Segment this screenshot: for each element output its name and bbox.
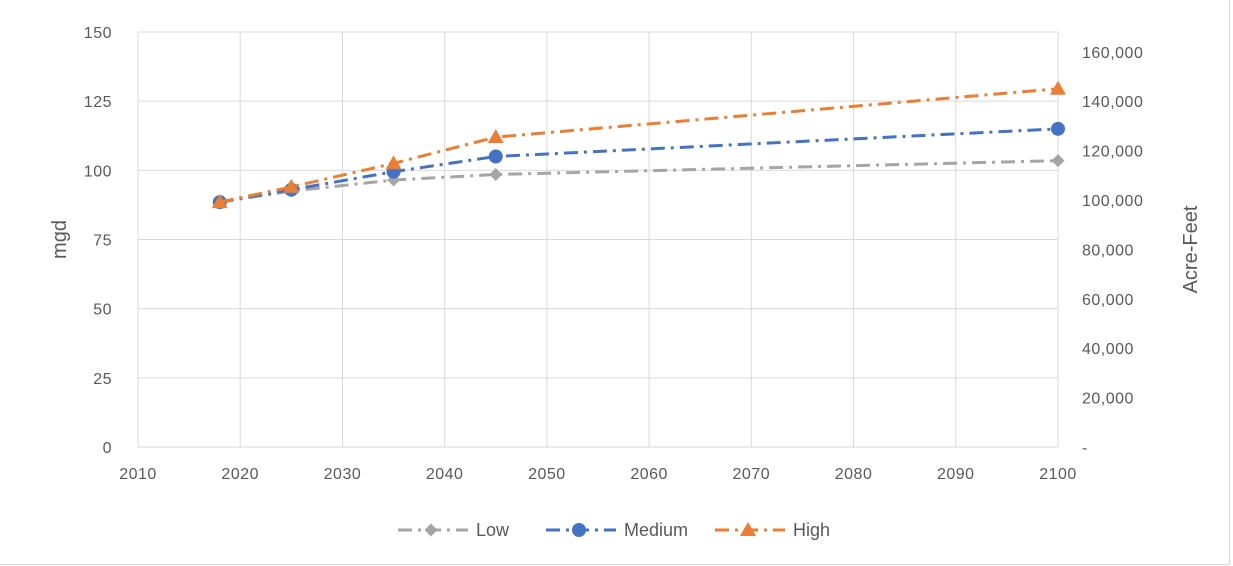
series-lines bbox=[211, 80, 1066, 210]
y2-tick-label: 140,000 bbox=[1082, 94, 1143, 111]
y2-tick-label: - bbox=[1082, 440, 1088, 457]
y2-tick-label: 80,000 bbox=[1082, 242, 1134, 259]
y2-tick-label: 120,000 bbox=[1082, 144, 1143, 161]
series-line bbox=[219, 127, 1059, 204]
y-tick-label: 50 bbox=[93, 302, 112, 319]
legend-label: Low bbox=[476, 520, 510, 540]
legend: Low Medium High bbox=[398, 520, 830, 540]
y-axis-title: mgd bbox=[49, 220, 71, 259]
x-tick-label: 2100 bbox=[1039, 466, 1077, 483]
data-point bbox=[1051, 121, 1065, 136]
legend-label: Medium bbox=[624, 520, 688, 540]
y-tick-label: 100 bbox=[84, 163, 112, 180]
x-tick-label: 2010 bbox=[119, 466, 157, 483]
series-medium bbox=[212, 121, 1065, 210]
x-tick-label: 2070 bbox=[733, 466, 771, 483]
data-point bbox=[211, 194, 228, 209]
legend-marker bbox=[424, 523, 438, 537]
data-point bbox=[1051, 154, 1065, 168]
legend-label: High bbox=[793, 520, 830, 540]
y2-tick-label: 40,000 bbox=[1082, 341, 1134, 358]
y-tick-label: 0 bbox=[103, 440, 112, 457]
x-tick-label: 2090 bbox=[937, 466, 975, 483]
y-tick-label: 25 bbox=[93, 371, 112, 388]
data-point bbox=[487, 129, 504, 144]
data-point bbox=[385, 155, 402, 170]
y2-tick-label: 100,000 bbox=[1082, 193, 1143, 210]
x-tick-label: 2080 bbox=[835, 466, 873, 483]
data-point bbox=[283, 178, 300, 193]
y-tick-label: 125 bbox=[84, 94, 112, 111]
legend-item-medium: Medium bbox=[546, 520, 688, 540]
data-point bbox=[488, 149, 503, 164]
y2-tick-label: 20,000 bbox=[1082, 391, 1134, 408]
legend-item-high: High bbox=[715, 520, 830, 540]
data-point bbox=[489, 167, 503, 181]
x-tick-label: 2030 bbox=[324, 466, 362, 483]
y-tick-label: 150 bbox=[84, 25, 112, 42]
data-point bbox=[1050, 80, 1066, 95]
y2-tick-label: 160,000 bbox=[1082, 45, 1143, 62]
series-high bbox=[211, 80, 1066, 209]
x-tick-label: 2040 bbox=[426, 466, 464, 483]
y2-axis-title: Acre-Feet bbox=[1180, 205, 1202, 293]
x-tick-label: 2050 bbox=[528, 466, 566, 483]
y-tick-label: 75 bbox=[93, 233, 112, 250]
y2-tick-label: 60,000 bbox=[1082, 292, 1134, 309]
gridlines bbox=[137, 31, 1059, 448]
x-tick-label: 2020 bbox=[221, 466, 259, 483]
legend-marker bbox=[740, 522, 756, 536]
legend-marker bbox=[572, 523, 586, 537]
legend-item-low: Low bbox=[398, 520, 510, 540]
axes: 2010 2020 2030 2040 2050 2060 2070 2080 2090 2100… bbox=[49, 25, 1202, 483]
x-tick-label: 2060 bbox=[630, 466, 668, 483]
